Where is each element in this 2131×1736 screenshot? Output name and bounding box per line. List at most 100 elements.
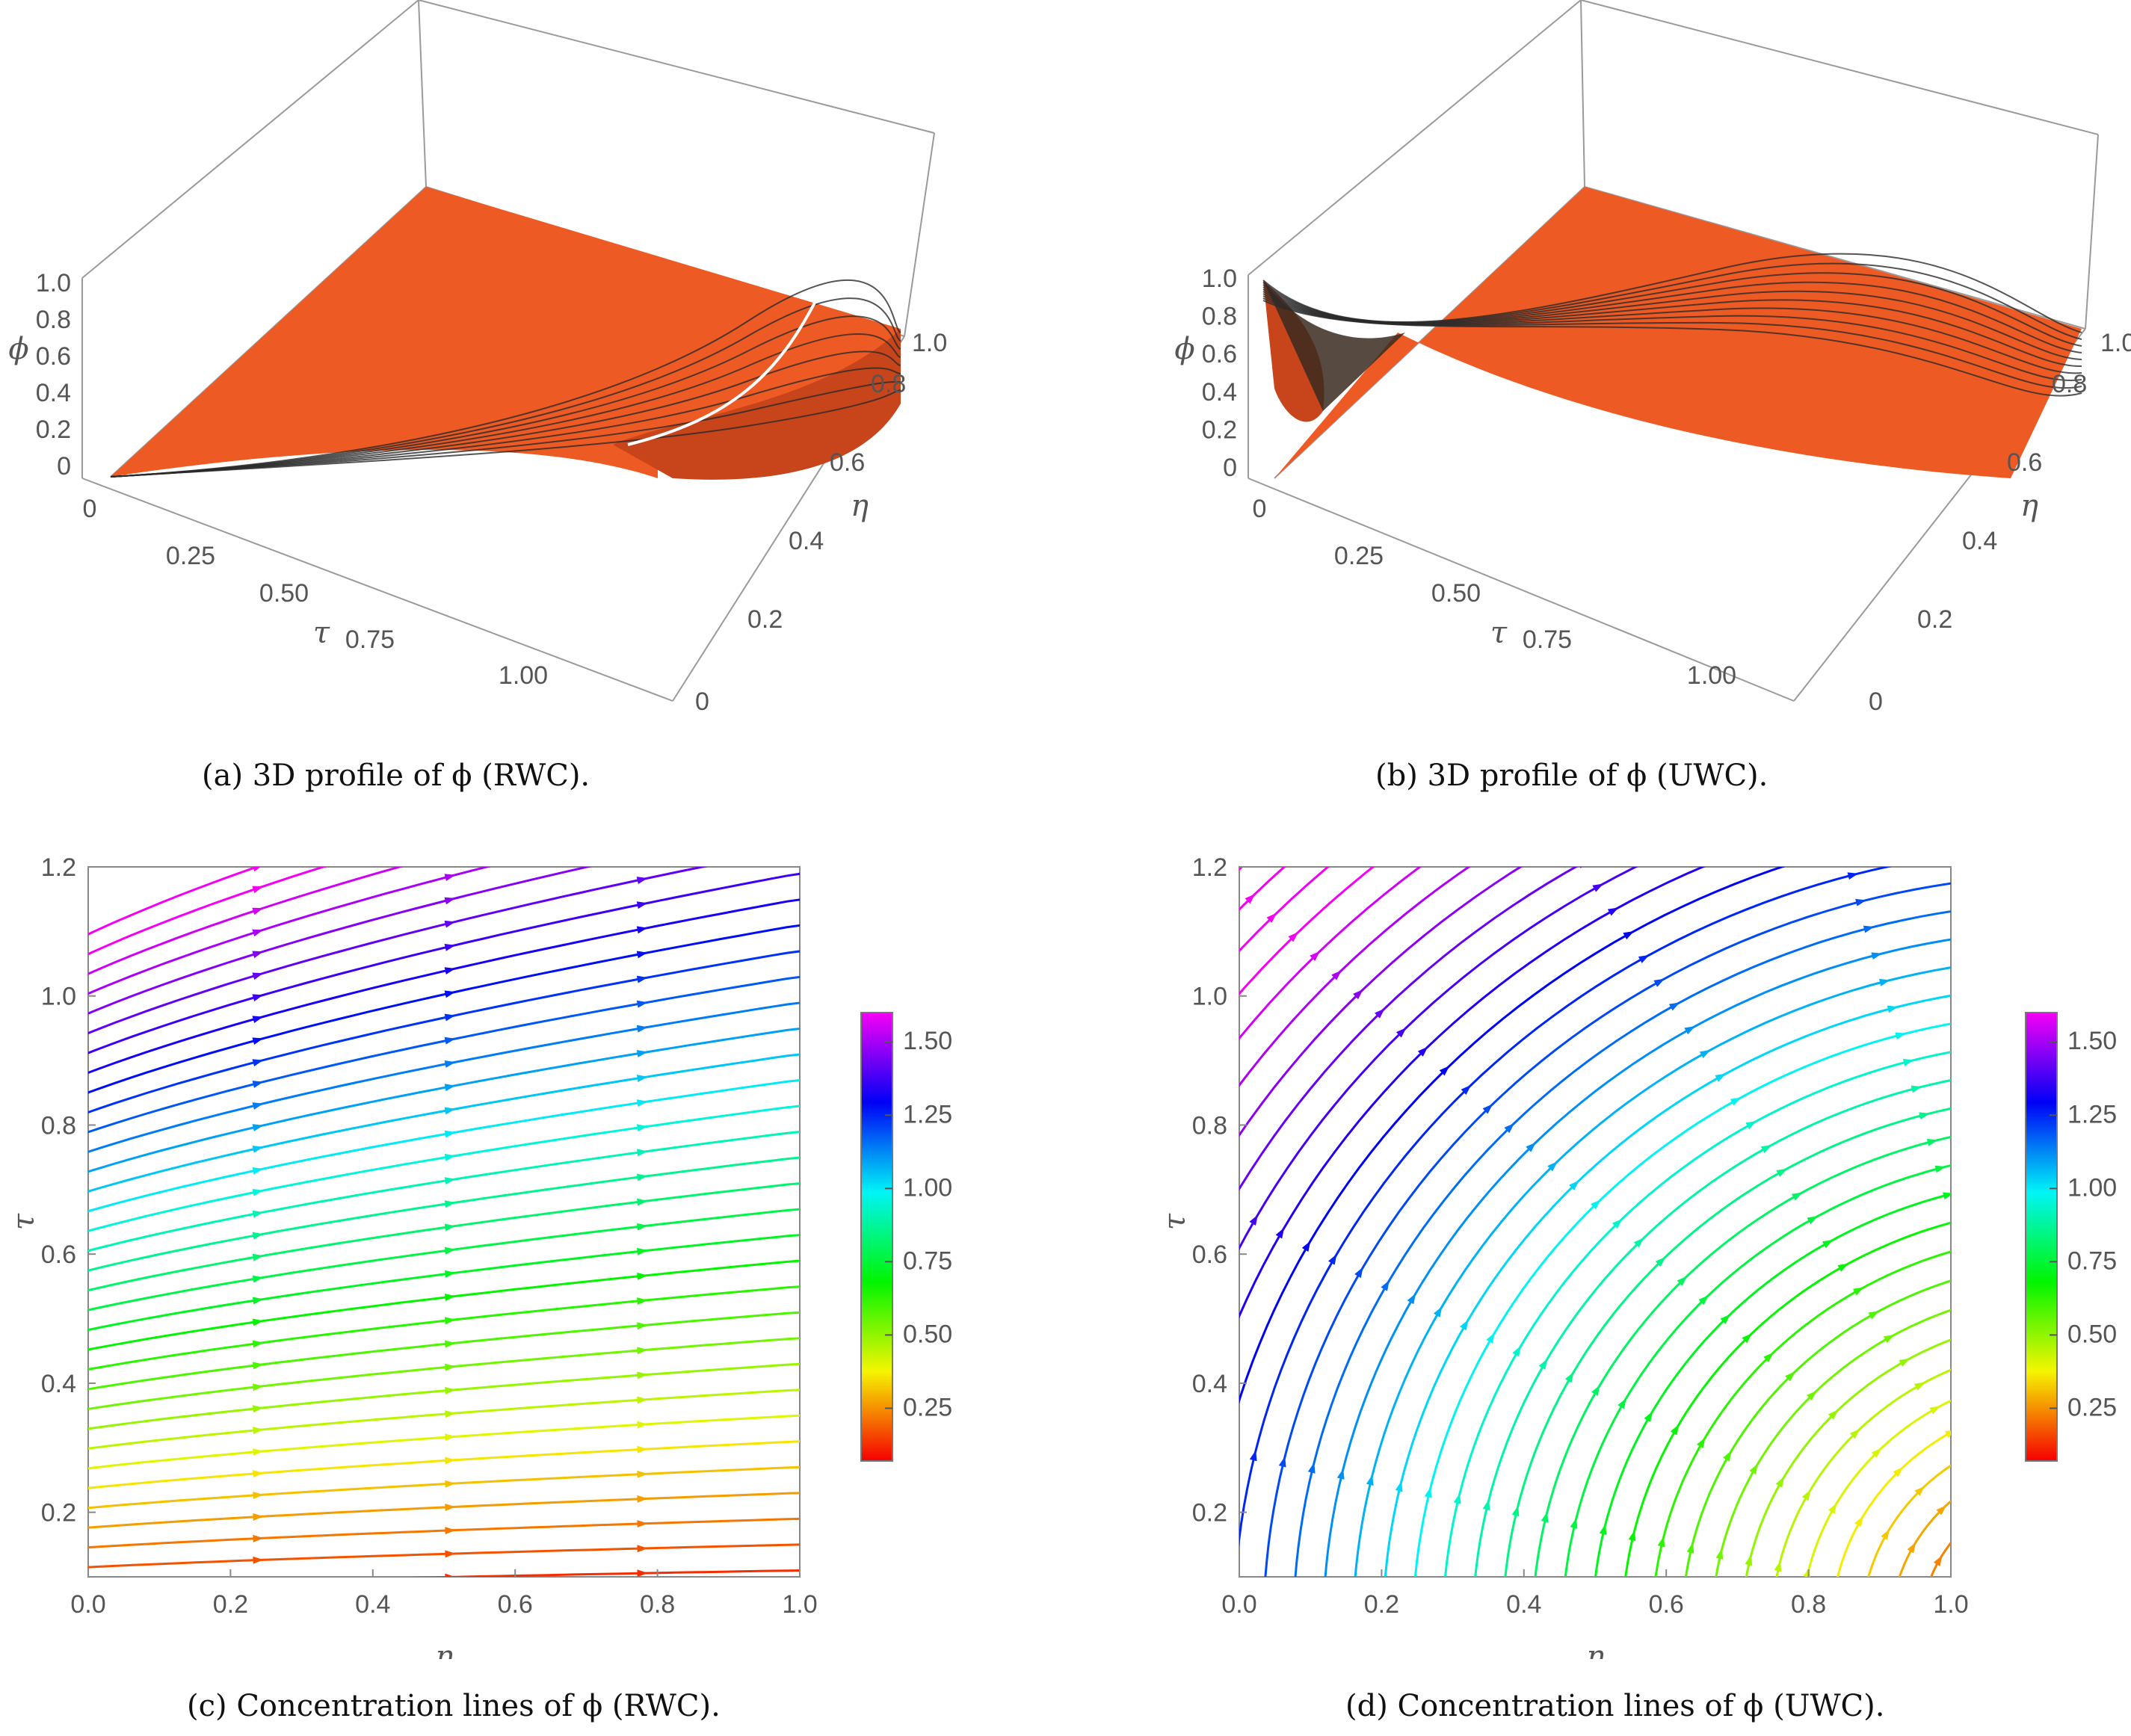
stream-arrow	[1958, 1522, 1970, 1534]
x-tick-label: 0.4	[1506, 1590, 1541, 1619]
stream-arrow	[1151, 1161, 1156, 1173]
stream-arrow	[637, 1272, 648, 1280]
phi-tick-label: 0.6	[1202, 340, 1237, 368]
stream-arrow	[252, 994, 264, 1002]
stream-arrow	[1278, 1456, 1286, 1468]
stream-arrow	[1883, 1335, 1895, 1344]
y-tick-label: 1.2	[41, 853, 76, 882]
stream-line	[88, 1259, 800, 1351]
stream-arrow	[1742, 1333, 1752, 1344]
stream-arrow	[252, 1232, 264, 1240]
stream-arrow	[60, 1056, 73, 1067]
mesh-line	[110, 381, 901, 478]
stream-arrow	[445, 1410, 456, 1418]
stream-arrow	[252, 1318, 264, 1326]
mesh-line	[110, 297, 901, 478]
stream-arrow	[252, 1210, 264, 1218]
stream-arrow	[1887, 1005, 1899, 1013]
stream-line	[1413, 1022, 1951, 1577]
stream-arrow	[1612, 1218, 1623, 1229]
stream-arrow	[1686, 1542, 1694, 1554]
phi-tick-label: 1.0	[1202, 265, 1237, 293]
stream-arrow	[1541, 1511, 1549, 1523]
stream-group	[60, 867, 800, 1577]
phi-tick-label: 1.0	[36, 269, 71, 297]
stream-plot-uwc-canvas: 0.0 0.2 0.4 0.6 0.8 1.0 0.2 0.4 0.6 0.8 1.0 1.2 η τ 0.…	[1151, 853, 2117, 1659]
stream-arrow	[61, 1427, 72, 1436]
stream-arrow	[1950, 1218, 1951, 1226]
stream-arrow	[637, 1520, 648, 1528]
colorbar-tick-label: 0.75	[2067, 1247, 2117, 1275]
stream-line	[88, 1079, 800, 1213]
stream-arrow	[60, 1193, 72, 1203]
x-tick-label: 0.2	[1364, 1590, 1399, 1619]
stream-arrow	[2038, 1510, 2050, 1519]
stream-arrow	[1776, 1168, 1788, 1177]
box-edge	[904, 132, 935, 337]
stream-arrow	[61, 1329, 73, 1339]
stream-arrow	[1929, 1406, 1941, 1415]
stream-line	[413, 1569, 800, 1577]
stream-arrow	[1653, 978, 1665, 987]
stream-arrow	[60, 959, 73, 970]
stream-arrow	[1807, 1390, 1817, 1401]
stream-arrow	[444, 1153, 456, 1161]
caption-b: (b) 3D profile of ϕ (UWC).	[1375, 759, 1768, 793]
colorbar-tick-label: 1.25	[2067, 1100, 2117, 1128]
stream-arrow	[1657, 1536, 1665, 1548]
stream-line	[1384, 994, 1951, 1577]
stream-line	[1837, 1430, 1951, 1577]
stream-line	[1239, 867, 1422, 1040]
stream-arrow	[444, 1294, 456, 1301]
stream-line	[88, 975, 800, 1134]
stream-line	[1444, 1051, 1951, 1577]
stream-arrow	[445, 1503, 456, 1511]
x-tick-label: 0.6	[498, 1590, 533, 1619]
stream-arrow	[1999, 1377, 2011, 1386]
stream-arrow	[1868, 1311, 1880, 1320]
stream-arrow	[1439, 1066, 1450, 1076]
stream-arrow	[252, 1275, 264, 1283]
stream-arrow	[1249, 1450, 1257, 1462]
stream-arrow	[1591, 1199, 1601, 1210]
stream-arrow	[1791, 1192, 1803, 1201]
stream-arrow	[61, 1408, 72, 1417]
stream-arrow	[252, 1297, 264, 1305]
y-tick-label: 0.4	[41, 1370, 76, 1398]
stream-arrow	[61, 1486, 72, 1495]
phi-tick-label: 0.2	[36, 416, 71, 444]
stream-arrow	[1288, 932, 1299, 942]
caption-d: (d) Concentration lines of ϕ (UWC).	[1345, 1689, 1885, 1723]
stream-arrow	[1395, 1480, 1403, 1492]
stream-arrow	[1328, 1254, 1337, 1265]
stream-line	[1264, 882, 1951, 1577]
stream-arrow	[637, 1470, 648, 1478]
stream-arrow	[444, 1247, 456, 1255]
stream-arrow	[252, 1167, 264, 1175]
mesh-line	[110, 367, 901, 478]
stream-line	[1624, 1221, 1951, 1577]
stream-arrow	[1745, 1554, 1753, 1566]
stream-arrow	[253, 1513, 264, 1521]
eta-axis-label: η	[851, 489, 869, 523]
stream-arrow	[1482, 1104, 1493, 1114]
stream-arrow	[637, 1173, 648, 1181]
stream-line	[1684, 1279, 1951, 1577]
stream-arrow	[1433, 1306, 1443, 1318]
stream-arrow	[636, 1075, 648, 1082]
phi-tick-label: 0.8	[36, 306, 71, 334]
stream-arrow	[252, 1124, 264, 1131]
y-tick-label: 0.4	[1192, 1370, 1227, 1398]
stream-line	[1239, 867, 1893, 1548]
mesh-line	[1262, 300, 2082, 397]
stream-line	[88, 1131, 800, 1252]
colorbar-tick-label: 1.50	[903, 1027, 952, 1055]
stream-arrow	[1564, 1371, 1574, 1383]
stream-line	[88, 1156, 800, 1272]
stream-arrow	[1655, 1256, 1666, 1267]
stream-arrow	[1396, 1028, 1407, 1038]
stream-arrow	[1547, 1161, 1558, 1172]
stream-arrow	[637, 1396, 648, 1404]
x-axis-label: η	[1586, 1640, 1604, 1659]
stream-arrow	[637, 1569, 648, 1577]
